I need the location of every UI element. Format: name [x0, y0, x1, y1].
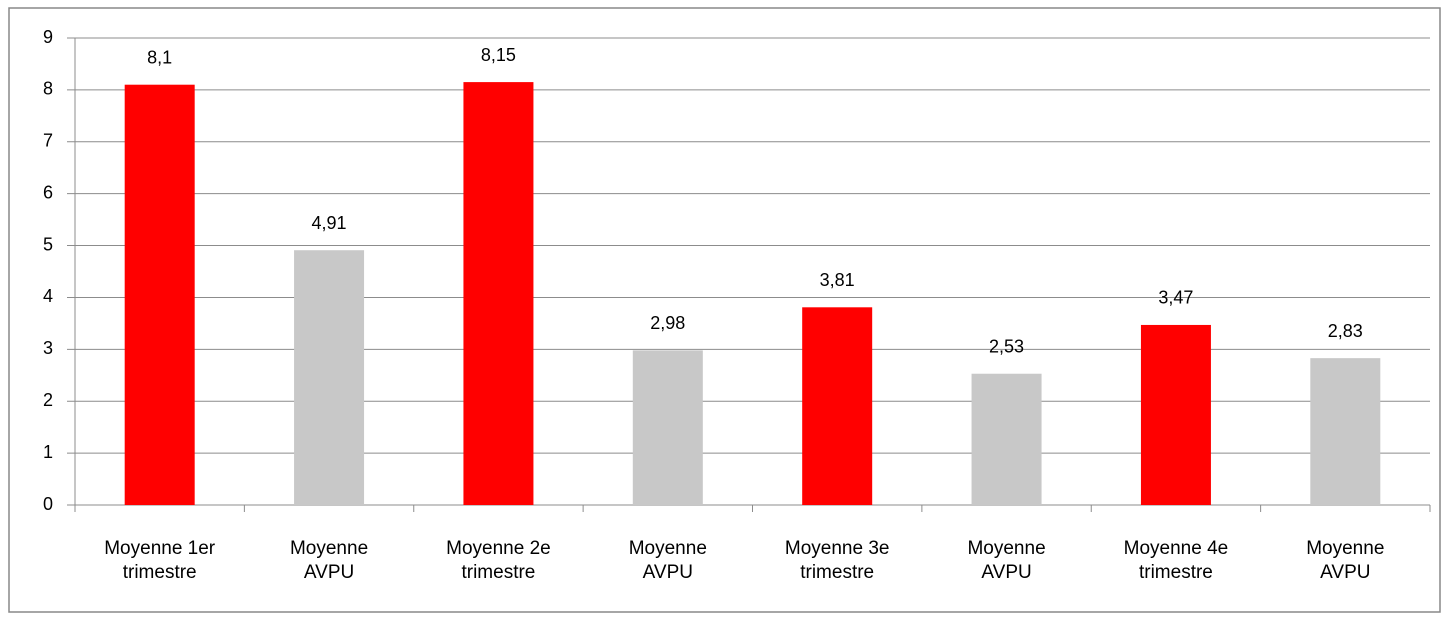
- bar: [463, 82, 534, 505]
- data-label: 3,81: [820, 270, 855, 290]
- data-label: 2,98: [650, 313, 685, 333]
- bar: [802, 307, 873, 505]
- y-tick-label: 7: [43, 131, 53, 151]
- data-label: 2,83: [1328, 321, 1363, 341]
- bar: [632, 350, 703, 505]
- x-tick-label: Moyenne AVPU: [628, 538, 707, 583]
- x-tick-label: Moyenne 3e trimestre: [784, 538, 890, 583]
- bar: [294, 250, 365, 505]
- data-label: 8,15: [481, 45, 516, 65]
- bar: [124, 84, 195, 505]
- y-tick-label: 6: [43, 182, 53, 202]
- data-label: 2,53: [989, 336, 1024, 356]
- y-tick-label: 2: [43, 390, 53, 410]
- y-tick-label: 1: [43, 442, 53, 462]
- data-label: 4,91: [312, 213, 347, 233]
- bar: [1310, 358, 1381, 505]
- bar: [1140, 324, 1211, 505]
- x-tick-label: Moyenne 1er trimestre: [104, 538, 216, 583]
- y-tick-label: 4: [43, 286, 53, 306]
- y-tick-label: 8: [43, 79, 53, 99]
- y-tick-label: 5: [43, 234, 53, 254]
- y-tick-label: 0: [43, 494, 53, 514]
- x-tick-label: Moyenne AVPU: [289, 538, 369, 583]
- chart-frame: [8, 7, 1441, 613]
- data-label: 3,47: [1158, 288, 1193, 308]
- bar: [971, 373, 1042, 505]
- x-tick-label: Moyenne AVPU: [967, 538, 1046, 583]
- y-tick-label: 9: [43, 27, 53, 47]
- x-tick-label: Moyenne 4e trimestre: [1123, 538, 1229, 583]
- x-tick-label: Moyenne AVPU: [1306, 538, 1385, 583]
- data-label: 8,1: [147, 47, 172, 67]
- x-tick-label: Moyenne 2e trimestre: [446, 538, 551, 583]
- y-tick-label: 3: [43, 338, 53, 358]
